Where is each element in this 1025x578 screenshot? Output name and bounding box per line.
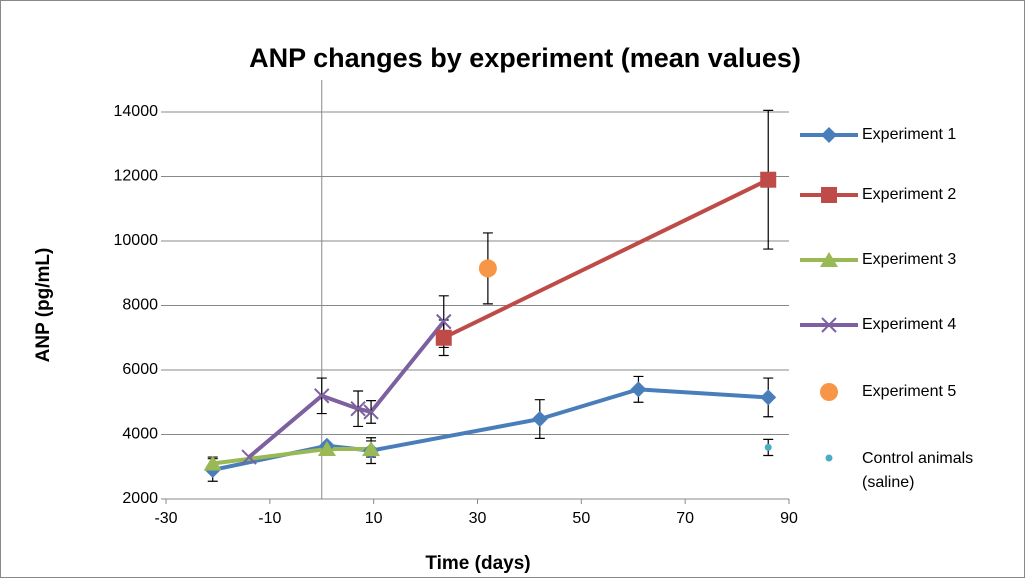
- legend-label-box: Control animals (saline): [862, 450, 974, 491]
- y-tick-label: 6000: [122, 361, 158, 378]
- y-axis-label: ANP (pg/mL): [33, 248, 54, 363]
- y-tick-label: 2000: [122, 490, 158, 507]
- x-tick-label: 30: [469, 510, 487, 527]
- marker: [436, 313, 452, 330]
- legend-label: Experiment 4: [862, 316, 956, 333]
- legend-label: Control animals (saline): [862, 450, 974, 491]
- marker: [241, 449, 257, 465]
- x-tick-label: -30: [154, 510, 177, 527]
- legend-label: Experiment 5: [862, 383, 956, 400]
- legend-marker: [820, 383, 838, 401]
- marker: [435, 329, 452, 346]
- legend-marker: [821, 127, 837, 143]
- y-tick-label: 4000: [122, 426, 158, 443]
- x-tick-label: 70: [676, 510, 694, 527]
- legend-label: Experiment 1: [862, 126, 956, 143]
- marker: [314, 388, 330, 404]
- legend-marker: [825, 454, 833, 462]
- marker: [350, 400, 366, 417]
- marker: [203, 455, 222, 471]
- marker: [764, 443, 772, 451]
- marker: [363, 404, 379, 420]
- y-tick-label: 8000: [122, 297, 158, 314]
- marker: [478, 259, 497, 278]
- marker: [760, 171, 777, 188]
- marker: [760, 389, 777, 406]
- legend-marker: [821, 187, 837, 203]
- series-line: [442, 177, 770, 340]
- x-axis-label: Time (days): [425, 553, 530, 574]
- legend-marker: [821, 317, 837, 333]
- chart-title: ANP changes by experiment (mean values): [249, 43, 801, 73]
- marker: [317, 441, 336, 457]
- y-tick-label: 10000: [114, 232, 159, 249]
- legend-marker: [820, 252, 838, 267]
- x-tick-label: -10: [258, 510, 281, 527]
- marker: [630, 381, 647, 398]
- marker: [531, 411, 548, 428]
- legend-label: Experiment 3: [862, 251, 956, 268]
- x-tick-label: 90: [780, 510, 798, 527]
- y-tick-label: 12000: [114, 168, 159, 185]
- x-tick-label: 10: [365, 510, 383, 527]
- y-tick-label: 14000: [114, 103, 159, 120]
- legend-label: Experiment 2: [862, 186, 956, 203]
- marker: [362, 441, 381, 457]
- x-tick-label: 50: [572, 510, 590, 527]
